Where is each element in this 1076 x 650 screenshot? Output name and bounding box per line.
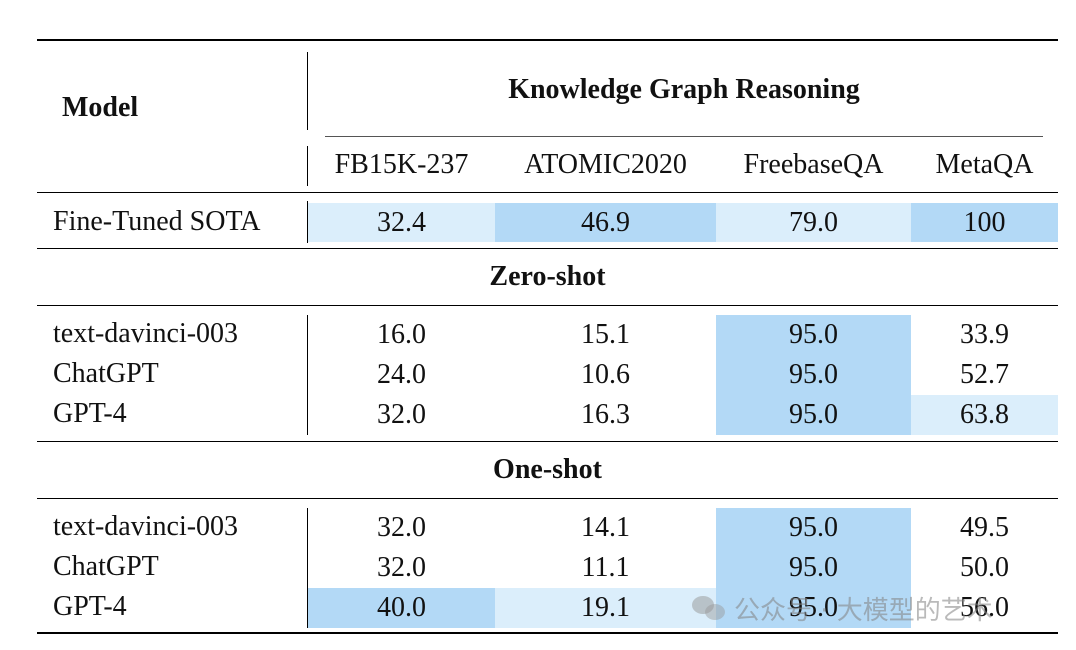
table-cell: 50.0 <box>960 552 1009 583</box>
group-title: Knowledge Graph Reasoning <box>508 74 860 105</box>
wechat-icon <box>692 594 726 622</box>
bottom-rule <box>37 632 1058 634</box>
column-header: FB15K-237 <box>334 149 469 180</box>
model-header: Model <box>62 92 139 123</box>
top-rule <box>37 39 1058 41</box>
table-cell: 14.1 <box>581 512 630 543</box>
table-row-label: GPT-4 <box>53 398 127 429</box>
zero-shot-end-rule <box>37 441 1058 442</box>
table-row-label: text-davinci-003 <box>53 318 239 349</box>
table-cell: 10.6 <box>581 359 630 390</box>
column-header: ATOMIC2020 <box>524 149 687 180</box>
table-cell: 100 <box>911 203 1058 242</box>
table-cell: 32.0 <box>377 399 426 430</box>
table-cell: 63.8 <box>911 395 1058 435</box>
table-cell: 46.9 <box>495 203 716 242</box>
table-cell: 32.4 <box>308 203 495 242</box>
table-cell: 32.0 <box>377 552 426 583</box>
table-cell: 52.7 <box>960 359 1009 390</box>
table-cell: 95.0 <box>716 508 911 548</box>
table-cell: 95.0 <box>716 588 911 628</box>
table-cell: 33.9 <box>960 319 1009 350</box>
section-title-zero-shot: Zero-shot <box>489 261 606 292</box>
table-cell: 16.0 <box>377 319 426 350</box>
row-separator <box>307 201 308 243</box>
table-row-label: Fine-Tuned SOTA <box>53 206 261 237</box>
row-separator <box>307 508 308 628</box>
column-header: FreebaseQA <box>743 149 884 180</box>
row-separator <box>307 315 308 435</box>
one-shot-rule <box>37 498 1058 499</box>
watermark-text: 公众号 · 大模型的艺术 <box>734 595 993 626</box>
header-separator <box>307 146 308 186</box>
table-cell: 32.0 <box>377 512 426 543</box>
watermark: 公众号 · 大模型的艺术 <box>692 588 993 628</box>
table-cell: 56.0 <box>960 592 1009 623</box>
table-cell: 16.3 <box>581 399 630 430</box>
finetuned-rule <box>37 248 1058 249</box>
table-cell: 19.1 <box>495 588 716 628</box>
table-cell: 95.0 <box>716 355 911 395</box>
table-cell: 24.0 <box>377 359 426 390</box>
table-cell: 49.5 <box>960 512 1009 543</box>
table-cell: 95.0 <box>716 315 911 355</box>
table-cell: 15.1 <box>581 319 630 350</box>
table-cell: 11.1 <box>581 552 630 583</box>
table-cell: 79.0 <box>716 203 911 242</box>
table-cell: 95.0 <box>716 548 911 588</box>
column-header: MetaQA <box>935 149 1034 180</box>
table-row-label: text-davinci-003 <box>53 511 239 542</box>
header-rule <box>37 192 1058 193</box>
header-separator <box>307 52 308 130</box>
table-row-label: GPT-4 <box>53 591 127 622</box>
section-title-one-shot: One-shot <box>493 454 602 485</box>
table-row-label: ChatGPT <box>53 551 159 582</box>
table-row-label: ChatGPT <box>53 358 159 389</box>
table-cell: 95.0 <box>716 395 911 435</box>
zero-shot-rule <box>37 305 1058 306</box>
table-cell: 40.0 <box>308 588 495 628</box>
group-underline <box>325 136 1043 137</box>
